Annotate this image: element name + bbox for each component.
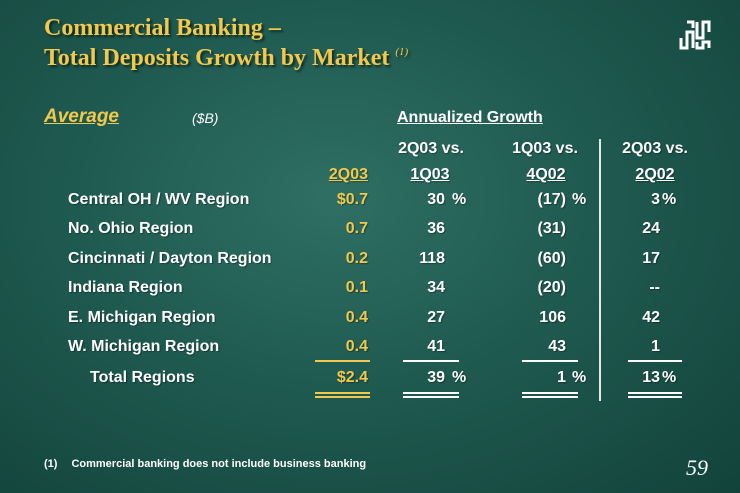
cell-v4: 1 xyxy=(651,338,660,355)
total-v2: 39 xyxy=(427,369,445,386)
total-p4: % xyxy=(662,369,677,386)
title-line-1: Commercial Banking – xyxy=(44,15,281,41)
cell-v3: 106 xyxy=(539,309,566,326)
cell-v2: 27 xyxy=(427,309,445,326)
cell-p2: % xyxy=(452,191,467,208)
col4-total-rule-2 xyxy=(628,396,682,398)
col3-header-top: 1Q03 vs. xyxy=(512,140,578,157)
cell-v2: 34 xyxy=(427,279,445,296)
col2-total-rule-2 xyxy=(403,396,459,398)
col2-subtotal-rule xyxy=(403,360,459,362)
region-label: Cincinnati / Dayton Region xyxy=(68,250,272,267)
cell-v4: 17 xyxy=(642,250,660,267)
region-label: Central OH / WV Region xyxy=(68,191,250,208)
footnote-text: Commercial banking does not include busi… xyxy=(71,458,367,470)
total-v3: 1 xyxy=(557,369,566,386)
col3-header-bottom: 4Q02 xyxy=(526,166,566,183)
col2-header-top: 2Q03 vs. xyxy=(398,140,464,157)
cell-v2: 41 xyxy=(427,338,445,355)
page-number: 59 xyxy=(686,455,708,480)
cell-v2: 30 xyxy=(427,191,445,208)
total-v1: $2.4 xyxy=(336,369,368,386)
col4-header-top: 2Q03 vs. xyxy=(622,140,688,157)
cell-v1: 0.4 xyxy=(345,309,368,326)
cell-v3: (60) xyxy=(537,250,566,267)
cell-v1: 0.4 xyxy=(345,338,368,355)
region-label: No. Ohio Region xyxy=(68,220,194,237)
cell-p4: % xyxy=(662,191,677,208)
cell-v1: 0.1 xyxy=(345,279,368,296)
cell-v3: (20) xyxy=(537,279,566,296)
total-p2: % xyxy=(452,369,467,386)
cell-v4: 3 xyxy=(651,191,660,208)
col4-header-bottom: 2Q02 xyxy=(635,166,675,183)
cell-v4: 42 xyxy=(642,309,660,326)
cell-p3: % xyxy=(572,191,587,208)
col1-subtotal-rule xyxy=(315,360,370,362)
cell-v3: (17) xyxy=(537,191,566,208)
total-label: Total Regions xyxy=(90,369,195,386)
cell-v1: 0.7 xyxy=(345,220,368,237)
total-v4: 13 xyxy=(642,369,660,386)
cell-v2: 36 xyxy=(427,220,445,237)
title-footnote-ref: (1) xyxy=(395,46,409,58)
total-p3: % xyxy=(572,369,587,386)
footnote-number: (1) xyxy=(44,458,58,470)
cell-v4: -- xyxy=(649,279,660,296)
region-label: Indiana Region xyxy=(68,279,183,296)
cell-v4: 24 xyxy=(642,220,660,237)
units-label: ($B) xyxy=(192,110,219,126)
title-line-2-text: Total Deposits Growth by Market xyxy=(44,45,390,71)
col2-total-rule-1 xyxy=(403,392,459,394)
col1-total-rule-1 xyxy=(315,392,370,394)
col3-subtotal-rule xyxy=(522,360,578,362)
cell-v3: 43 xyxy=(548,338,566,355)
region-label: W. Michigan Region xyxy=(68,338,220,355)
huntington-logo-icon xyxy=(679,20,711,50)
slide-title: Commercial Banking – Total Deposits Grow… xyxy=(44,16,408,70)
region-label: E. Michigan Region xyxy=(68,309,216,326)
col2-header-bottom: 1Q03 xyxy=(410,166,450,183)
cell-v2: 118 xyxy=(419,250,445,267)
average-heading: Average xyxy=(44,106,119,127)
column-divider xyxy=(599,139,601,401)
col1-header: 2Q03 xyxy=(328,166,368,183)
cell-v1: 0.2 xyxy=(345,250,368,267)
title-line-2: Total Deposits Growth by Market (1) xyxy=(44,40,408,70)
col1-total-rule-2 xyxy=(315,396,370,398)
cell-v1: $0.7 xyxy=(336,191,368,208)
col4-total-rule-1 xyxy=(628,392,682,394)
col3-total-rule-1 xyxy=(522,392,578,394)
cell-v3: (31) xyxy=(537,220,566,237)
col4-subtotal-rule xyxy=(628,360,682,362)
annualized-growth-heading: Annualized Growth xyxy=(397,109,543,126)
footnote: (1) Commercial banking does not include b… xyxy=(44,458,366,470)
col3-total-rule-2 xyxy=(522,396,578,398)
